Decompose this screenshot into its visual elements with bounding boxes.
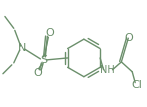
- Text: O: O: [124, 33, 133, 43]
- Text: NH: NH: [100, 65, 115, 75]
- Text: Cl: Cl: [132, 80, 143, 90]
- Text: O: O: [45, 28, 54, 38]
- Text: O: O: [33, 68, 42, 78]
- Text: S: S: [40, 55, 47, 65]
- Text: N: N: [17, 43, 26, 53]
